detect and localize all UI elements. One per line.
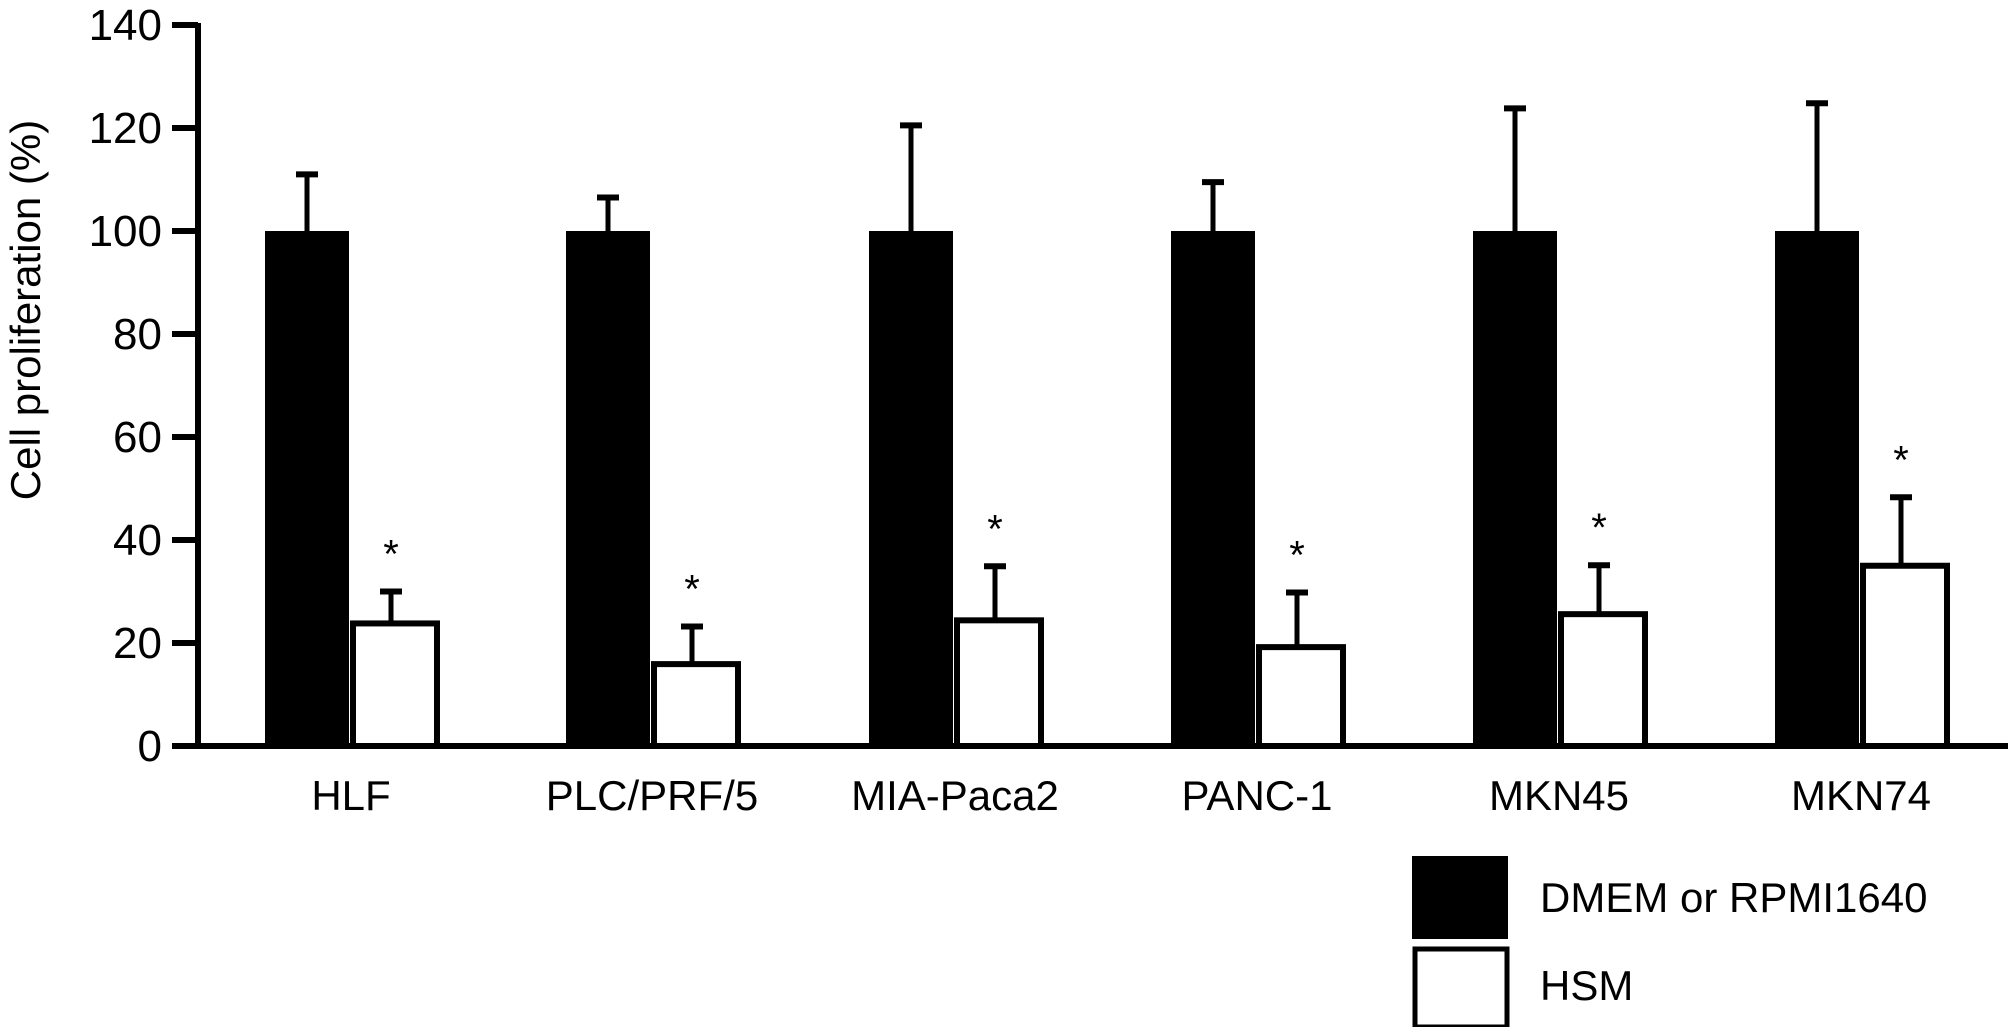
x-tick-label: HLF: [311, 772, 390, 819]
y-tick-label: 60: [113, 413, 162, 462]
chart-axes: 0 20 40 60 80 100 120 140: [89, 1, 2008, 771]
x-tick-label: PANC-1: [1182, 772, 1333, 819]
bar-dmem: [566, 231, 650, 746]
x-tick-label: MIA-Paca2: [851, 772, 1059, 819]
bar-dmem: [869, 231, 953, 746]
y-tick-label: 80: [113, 310, 162, 359]
chart-marks: * HLF * PLC/PRF/5 * MIA-Paca2 * PANC-1 * MKN45 * MK…: [265, 100, 1950, 819]
legend-swatch-hsm: [1412, 946, 1510, 1027]
y-tick-label: 40: [113, 516, 162, 565]
bar-dmem: [1473, 231, 1557, 746]
y-tick-label: 20: [113, 619, 162, 668]
bar-hsm: [350, 620, 440, 749]
bar-dmem: [1775, 231, 1859, 746]
significance-asterisk: *: [1591, 506, 1607, 550]
significance-asterisk: *: [987, 507, 1003, 551]
y-tick-label: 120: [89, 104, 162, 153]
y-tick-label: 100: [89, 207, 162, 256]
x-tick-label: PLC/PRF/5: [546, 772, 758, 819]
bar-hsm: [1860, 562, 1950, 749]
bar-hsm: [954, 617, 1044, 750]
significance-asterisk: *: [684, 568, 700, 612]
y-axis-label: Cell proliferation (%): [2, 120, 49, 500]
bar-dmem: [265, 231, 349, 746]
significance-asterisk: *: [1289, 534, 1305, 578]
legend-swatch-dmem: [1412, 856, 1508, 939]
x-tick-label: MKN74: [1791, 772, 1931, 819]
legend-label-hsm: HSM: [1540, 962, 1633, 1009]
legend: DMEM or RPMI1640 HSM: [1412, 856, 1927, 1027]
x-tick-label: MKN45: [1489, 772, 1629, 819]
bar-hsm: [1558, 611, 1648, 749]
legend-label-dmem: DMEM or RPMI1640: [1540, 874, 1927, 921]
y-axis-label-group: Cell proliferation (%): [2, 120, 49, 500]
bar-dmem: [1171, 231, 1255, 746]
bar-hsm: [1256, 644, 1346, 749]
bar-hsm: [651, 661, 741, 749]
significance-asterisk: *: [1893, 438, 1909, 482]
significance-asterisk: *: [383, 533, 399, 577]
y-tick-label: 140: [89, 1, 162, 50]
y-tick-label: 0: [138, 722, 162, 771]
